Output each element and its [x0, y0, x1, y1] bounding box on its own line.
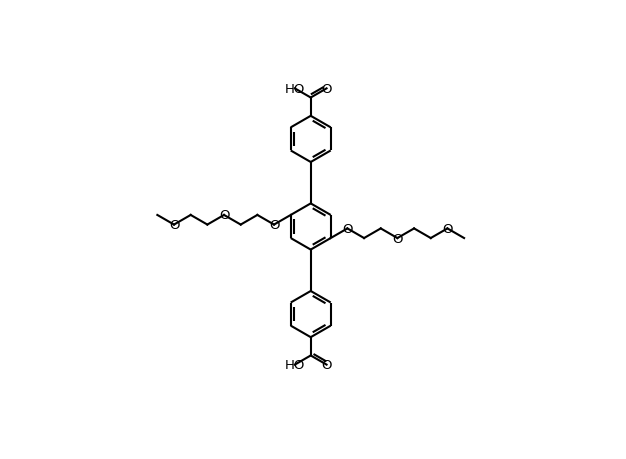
Text: O: O: [442, 223, 453, 235]
Text: O: O: [269, 218, 279, 231]
Text: HO: HO: [285, 358, 305, 371]
Text: O: O: [342, 223, 352, 235]
Text: O: O: [392, 232, 403, 245]
Text: O: O: [321, 83, 332, 95]
Text: O: O: [321, 358, 332, 371]
Text: O: O: [169, 218, 179, 231]
Text: HO: HO: [285, 83, 305, 95]
Text: O: O: [218, 209, 229, 222]
